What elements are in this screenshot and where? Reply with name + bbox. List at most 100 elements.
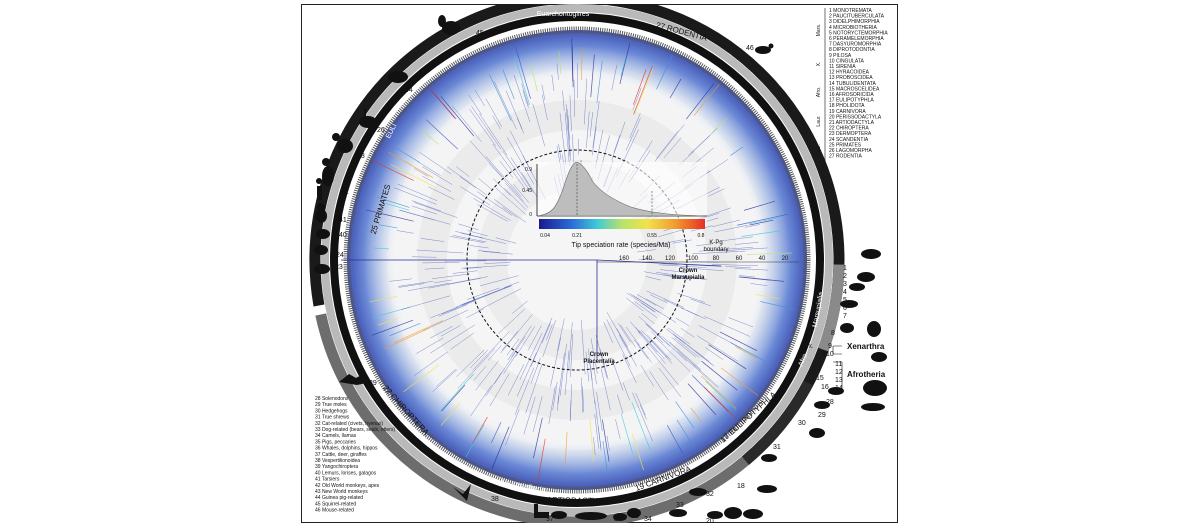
tree-branch (478, 250, 501, 253)
tree-branch (452, 235, 487, 243)
tree-branch (533, 417, 543, 459)
tree-branch (455, 231, 484, 239)
tree-branch (480, 275, 519, 287)
tree-branch (564, 350, 570, 395)
tree-branch (373, 247, 389, 250)
tree-branch (517, 117, 524, 134)
tree-branch (495, 187, 527, 215)
tree-branch (500, 313, 533, 354)
tree-branch (672, 333, 710, 362)
civet-icon (689, 488, 707, 496)
crown-marsupialia-1: Crown (679, 268, 698, 274)
tree-branch (696, 335, 738, 362)
tree-branch (748, 217, 780, 225)
tree-branch (436, 369, 456, 387)
tree-branch (463, 285, 511, 305)
tree-branch (482, 251, 513, 255)
squirrel-icon (438, 15, 460, 35)
num-36: 36 (614, 516, 622, 523)
tree-branch (759, 301, 795, 310)
tree-branch (569, 95, 572, 132)
time-tick-160: 160 (619, 256, 630, 262)
mouse-icon (755, 43, 774, 54)
tree-branch (730, 146, 744, 156)
legend-group-x: X. (816, 62, 822, 67)
tree-branch (469, 245, 489, 249)
tree-branch (414, 202, 458, 218)
tree-branch (558, 51, 562, 74)
tree-branch (739, 275, 756, 278)
tree-branch (590, 54, 595, 98)
tree-branch (422, 166, 453, 185)
tree-branch (384, 327, 430, 350)
tree-branch (641, 329, 673, 364)
silhouette-legend-item: 32 Cat-related (civets, hyenas) (315, 421, 383, 427)
tree-branch (441, 384, 466, 412)
tree-branch (625, 326, 640, 346)
tree-branch (440, 325, 461, 337)
tree-branch (505, 90, 523, 130)
tree-branch (640, 365, 655, 387)
tree-branch (755, 294, 780, 300)
order-legend-item: 24 SCANDENTIA (829, 137, 869, 143)
tree-branch (450, 332, 475, 350)
num-28: 28 (826, 399, 834, 406)
tree-branch (704, 386, 736, 418)
tree-branch (394, 187, 437, 205)
tree-branch (468, 94, 482, 115)
lemur-icon (316, 229, 330, 239)
tree-branch (532, 396, 543, 432)
tree-branch (559, 343, 567, 396)
tree-branch (690, 298, 711, 307)
tree-branch (457, 348, 496, 389)
inset-xtick-0: 0.04 (540, 233, 550, 239)
tree-branch (447, 166, 487, 196)
silhouette-legend-item: 46 Mouse-related (315, 508, 354, 514)
inset-xlabel: Tip speciation rate (species/Ma) (572, 242, 671, 249)
order-legend-item: 13 PROBOSCIDEA (829, 75, 873, 81)
horse-icon (707, 511, 723, 519)
tree-branch (493, 178, 511, 196)
tree-branch (589, 112, 593, 137)
tree-branch (469, 140, 503, 178)
num-34: 34 (644, 516, 652, 523)
tree-branch (507, 137, 535, 185)
tree-branch (690, 407, 703, 423)
tree-branch (662, 263, 679, 265)
num-9: 9 (828, 343, 832, 350)
tree-branch (485, 98, 503, 128)
tree-branch (635, 393, 646, 416)
tree-branch (484, 262, 511, 264)
tree-branch (641, 313, 656, 325)
inset-density-plot: 0.9 0.45 0 0.04 0.21 0.55 0.8 Tip specia… (522, 161, 707, 249)
tree-branch (556, 395, 560, 411)
num-37: 37 (546, 516, 554, 523)
tree-branch (650, 339, 669, 359)
tree-branch (428, 278, 481, 289)
tree-branch (525, 364, 543, 414)
tree-branch (592, 101, 600, 148)
whale-icon (575, 512, 607, 520)
tree-branch (396, 230, 414, 234)
tree-branch (645, 276, 662, 281)
tree-branch (507, 364, 525, 396)
tree-branch (397, 148, 420, 163)
root-branch (596, 259, 722, 267)
tree-branch (749, 219, 774, 226)
tree-branch (615, 419, 621, 440)
ring-middle-grey (321, 4, 833, 516)
bat-icon (339, 374, 371, 385)
tree-branch (493, 80, 517, 130)
tree-branch (440, 96, 475, 137)
num-1: 1 (843, 265, 847, 272)
tree-branch (584, 78, 587, 125)
tree-branch (565, 104, 570, 157)
tree-branch (390, 164, 437, 189)
tree-branch (502, 207, 517, 218)
tree-branch (398, 283, 425, 288)
num-32: 32 (706, 491, 714, 498)
tree-branch (676, 419, 696, 450)
silhouette-legend-item: 38 Vespertilionoidea (315, 458, 360, 464)
tree-branch (429, 88, 456, 119)
